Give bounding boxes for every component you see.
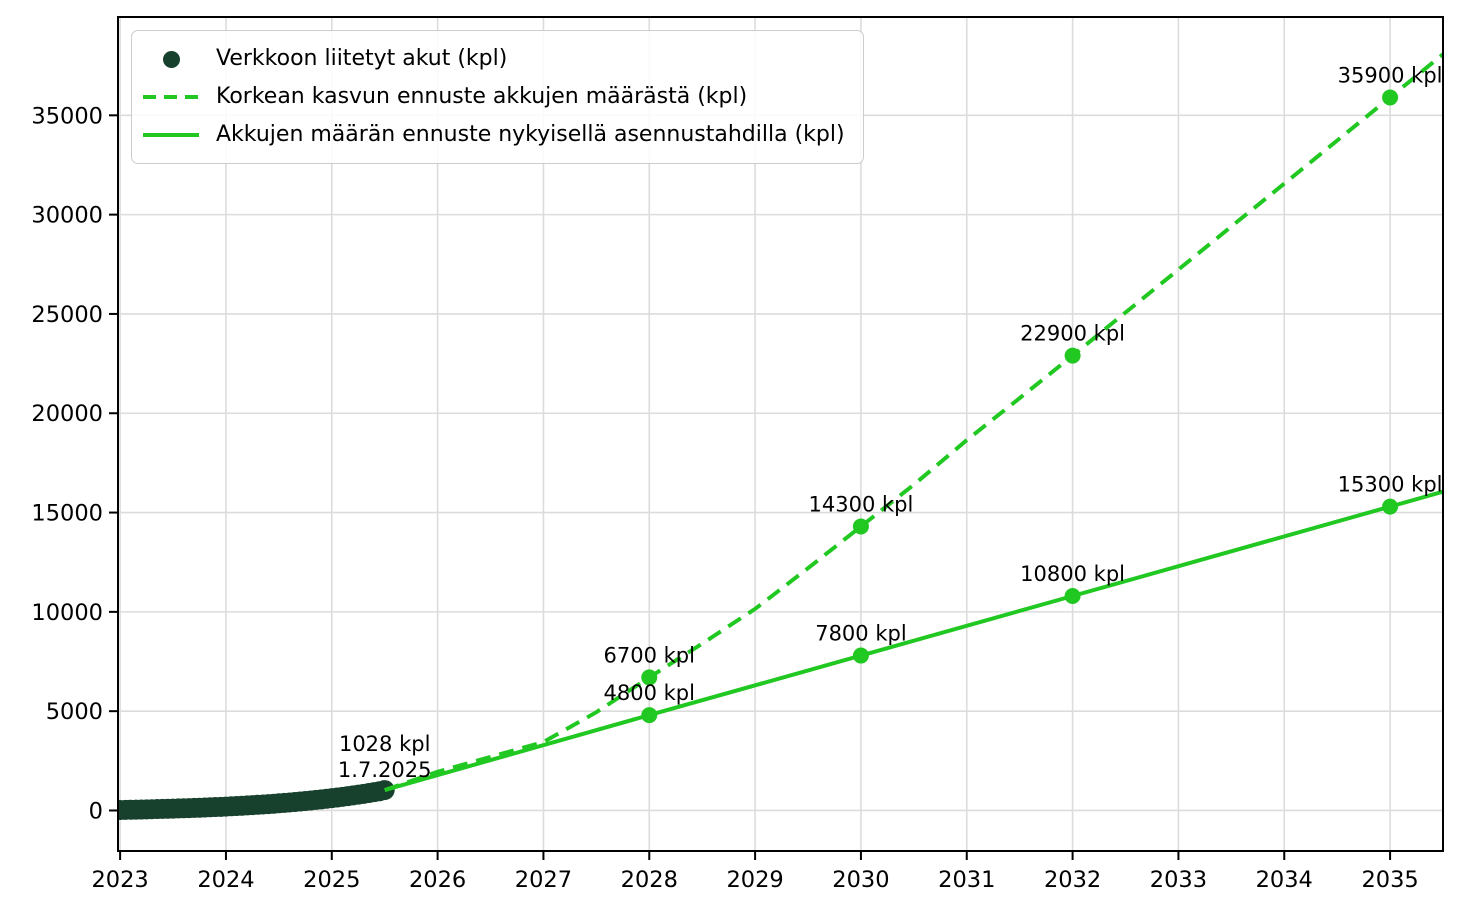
solid-line-marker-icon <box>143 132 199 138</box>
x-tick-label: 2033 <box>1150 867 1207 893</box>
annotation-label: 14300 kpl <box>809 492 914 516</box>
forecast-point-marker <box>852 518 869 535</box>
x-tick-label: 2029 <box>726 867 783 893</box>
y-tick-label: 30000 <box>31 203 103 229</box>
y-tick-label: 25000 <box>31 302 103 328</box>
legend-label: Korkean kasvun ennuste akkujen määrästä … <box>216 84 748 109</box>
legend-item-nykyinen-asennustahti: Akkujen määrän ennuste nykyisellä asennu… <box>142 116 845 154</box>
forecast-point-marker <box>852 647 869 664</box>
annotation-label: 1.7.2025 <box>338 758 432 782</box>
legend-swatch <box>142 50 200 68</box>
y-tick-label: 20000 <box>31 401 103 427</box>
y-tick-label: 15000 <box>31 501 103 527</box>
x-tick-label: 2028 <box>621 867 678 893</box>
forecast-point-marker <box>641 669 658 686</box>
annotation-label: 10800 kpl <box>1020 562 1125 586</box>
annotation-label: 35900 kpl <box>1338 63 1443 87</box>
series-layer <box>118 52 1443 820</box>
x-tick-label: 2024 <box>197 867 254 893</box>
annotation-label: 1028 kpl <box>339 732 430 756</box>
y-tick-label: 5000 <box>46 699 103 725</box>
legend: Verkkoon liitetyt akut (kpl) Korkean kas… <box>131 30 864 164</box>
forecast-line-solid <box>384 489 1443 793</box>
x-tick-label: 2023 <box>91 867 148 893</box>
legend-label: Verkkoon liitetyt akut (kpl) <box>216 46 508 71</box>
annotation-label: 4800 kpl <box>604 681 695 705</box>
forecast-point-marker <box>1382 89 1399 106</box>
x-tick-label: 2030 <box>832 867 889 893</box>
y-tick-label: 0 <box>89 798 103 824</box>
legend-item-verkkoon-liitetyt-akut: Verkkoon liitetyt akut (kpl) <box>142 40 845 78</box>
dashed-line-marker-icon <box>143 94 199 100</box>
x-tick-label: 2031 <box>938 867 995 893</box>
y-tick-label: 35000 <box>31 103 103 129</box>
x-tick-label: 2035 <box>1361 867 1418 893</box>
x-tick-label: 2026 <box>409 867 466 893</box>
ticks: 2023 2024 2025 2026 2027 2028 2029 2030 2031 2032… <box>31 103 1418 893</box>
x-tick-label: 2032 <box>1044 867 1101 893</box>
forecast-point-marker <box>641 707 658 724</box>
x-tick-label: 2034 <box>1256 867 1313 893</box>
annotation-label: 22900 kpl <box>1020 322 1125 346</box>
legend-label: Akkujen määrän ennuste nykyisellä asennu… <box>216 122 845 147</box>
annotation-label: 15300 kpl <box>1338 473 1443 497</box>
x-tick-label: 2025 <box>303 867 360 893</box>
legend-swatch <box>142 132 200 138</box>
annotation-label: 7800 kpl <box>815 622 906 646</box>
forecast-point-marker <box>1382 498 1399 515</box>
legend-swatch <box>142 94 200 100</box>
y-tick-label: 10000 <box>31 600 103 626</box>
x-tick-label: 2027 <box>515 867 572 893</box>
legend-item-korkean-kasvun-ennuste: Korkean kasvun ennuste akkujen määrästä … <box>142 78 845 116</box>
forecast-point-marker <box>1064 587 1081 604</box>
scatter-dot-marker-icon <box>162 50 180 68</box>
axes-frame <box>117 16 1444 852</box>
forecast-point-marker <box>1064 347 1081 364</box>
annotation-label: 6700 kpl <box>604 643 695 667</box>
